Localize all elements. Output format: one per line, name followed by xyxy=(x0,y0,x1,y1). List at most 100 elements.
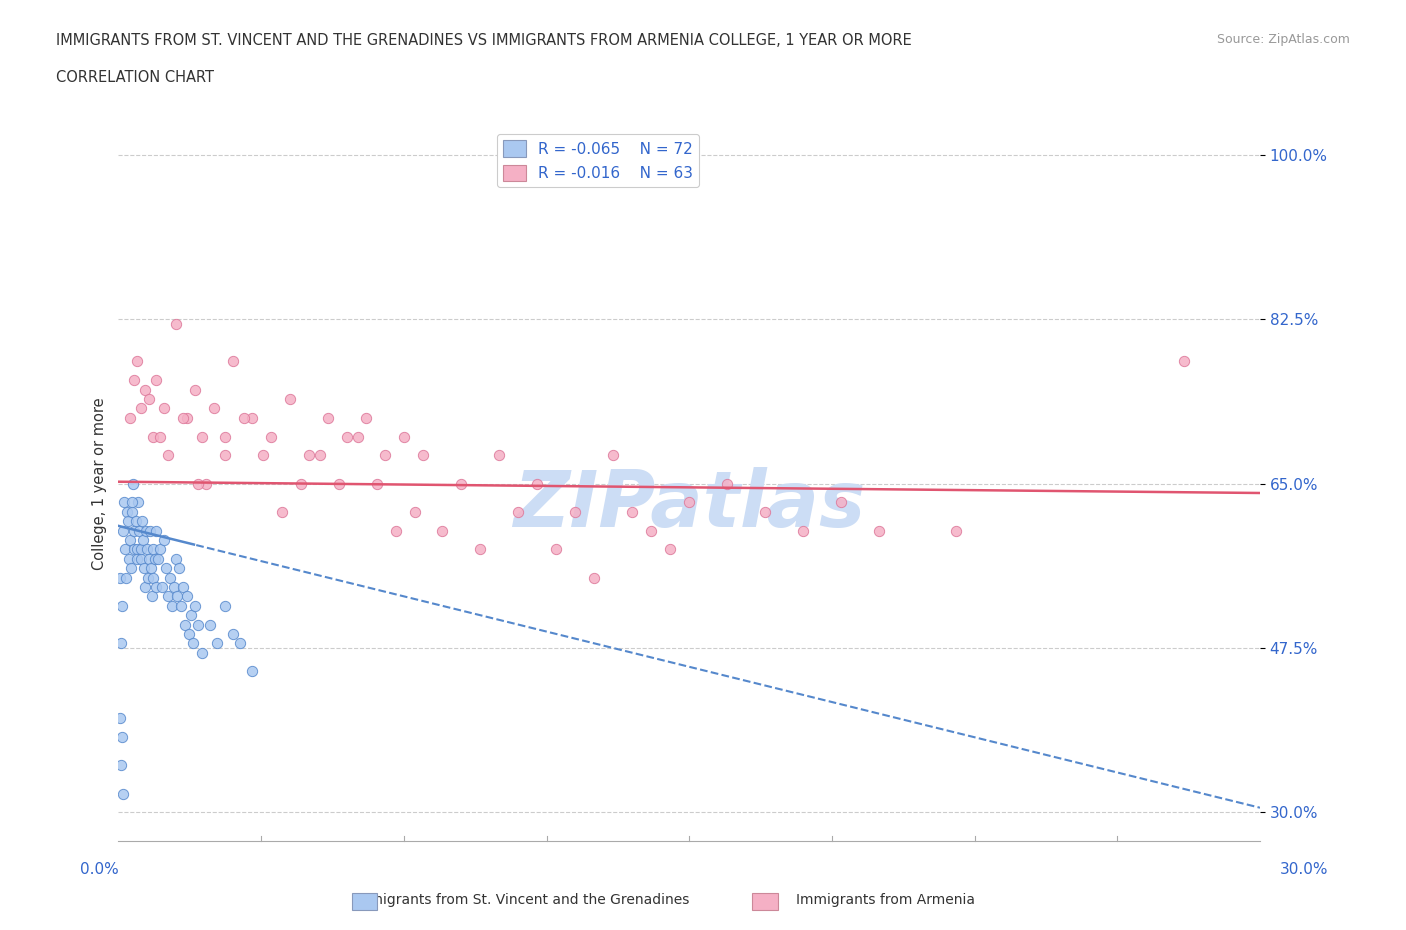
Point xyxy=(202,401,225,416)
Point xyxy=(145,579,167,594)
Point xyxy=(135,524,157,538)
Point xyxy=(128,524,150,538)
Point xyxy=(240,410,263,425)
Point xyxy=(544,542,567,557)
Point xyxy=(111,730,134,745)
Point xyxy=(156,589,179,604)
Point xyxy=(347,429,370,444)
Point xyxy=(830,495,852,510)
Point xyxy=(129,542,152,557)
Point xyxy=(187,618,209,632)
Point xyxy=(153,533,176,548)
Point xyxy=(174,618,197,632)
Point xyxy=(148,551,170,566)
Point xyxy=(129,401,152,416)
Point xyxy=(115,570,138,585)
Point xyxy=(136,570,159,585)
Point xyxy=(191,645,214,660)
Point xyxy=(316,410,339,425)
Text: CORRELATION CHART: CORRELATION CHART xyxy=(56,70,214,85)
Point xyxy=(153,401,176,416)
Point xyxy=(183,598,205,613)
Point xyxy=(336,429,359,444)
Point xyxy=(207,636,229,651)
Point xyxy=(354,410,377,425)
Point xyxy=(142,429,165,444)
Point xyxy=(214,429,236,444)
Text: 0.0%: 0.0% xyxy=(80,862,120,877)
Point xyxy=(176,410,198,425)
Point xyxy=(366,476,388,491)
Point xyxy=(1173,354,1195,369)
Point xyxy=(640,524,662,538)
Point xyxy=(602,448,624,463)
Point xyxy=(792,524,814,538)
Y-axis label: College, 1 year or more: College, 1 year or more xyxy=(93,397,107,570)
Text: IMMIGRANTS FROM ST. VINCENT AND THE GRENADINES VS IMMIGRANTS FROM ARMENIA COLLEG: IMMIGRANTS FROM ST. VINCENT AND THE GREN… xyxy=(56,33,912,47)
Point xyxy=(112,495,135,510)
Point xyxy=(142,542,165,557)
Point xyxy=(111,786,134,801)
Point xyxy=(181,636,204,651)
Point xyxy=(120,561,142,576)
Point xyxy=(309,448,332,463)
Point xyxy=(127,495,149,510)
Point xyxy=(160,598,183,613)
Point xyxy=(134,561,156,576)
Point xyxy=(150,579,173,594)
Text: Immigrants from Armenia: Immigrants from Armenia xyxy=(796,893,976,908)
Point xyxy=(114,542,136,557)
Point xyxy=(450,476,472,491)
Point xyxy=(110,758,132,773)
Point xyxy=(392,429,415,444)
Point xyxy=(290,476,312,491)
Point xyxy=(240,664,263,679)
Point xyxy=(716,476,738,491)
Point xyxy=(198,618,221,632)
Point xyxy=(142,570,165,585)
Point xyxy=(124,513,146,528)
Point xyxy=(229,636,252,651)
Point xyxy=(385,524,408,538)
Point xyxy=(176,589,198,604)
Text: Source: ZipAtlas.com: Source: ZipAtlas.com xyxy=(1216,33,1350,46)
Point xyxy=(122,476,145,491)
Point xyxy=(162,579,184,594)
Text: Immigrants from St. Vincent and the Grenadines: Immigrants from St. Vincent and the Gren… xyxy=(352,893,689,908)
Point xyxy=(170,598,193,613)
Point xyxy=(194,476,217,491)
Point xyxy=(111,598,134,613)
Point xyxy=(506,504,529,519)
Point xyxy=(127,354,149,369)
Point xyxy=(374,448,396,463)
Point xyxy=(118,551,141,566)
Point xyxy=(110,636,132,651)
Point xyxy=(172,579,194,594)
Point xyxy=(468,542,491,557)
Point xyxy=(117,513,139,528)
Point xyxy=(564,504,586,519)
Point xyxy=(139,561,162,576)
Point xyxy=(121,504,143,519)
Point xyxy=(177,627,200,642)
Point xyxy=(214,598,236,613)
Point xyxy=(141,589,163,604)
Point xyxy=(145,373,167,388)
Point xyxy=(659,542,682,557)
Point xyxy=(214,448,236,463)
Point xyxy=(155,561,177,576)
Point xyxy=(298,448,321,463)
Text: 30.0%: 30.0% xyxy=(1281,862,1329,877)
Point xyxy=(138,551,160,566)
Point xyxy=(754,504,776,519)
Point xyxy=(149,429,172,444)
Point xyxy=(221,354,243,369)
Point xyxy=(526,476,548,491)
Point xyxy=(134,579,156,594)
Point xyxy=(869,524,891,538)
Point xyxy=(143,551,166,566)
Point xyxy=(252,448,274,463)
Point xyxy=(127,551,149,566)
Point xyxy=(165,316,187,331)
Point xyxy=(145,524,167,538)
